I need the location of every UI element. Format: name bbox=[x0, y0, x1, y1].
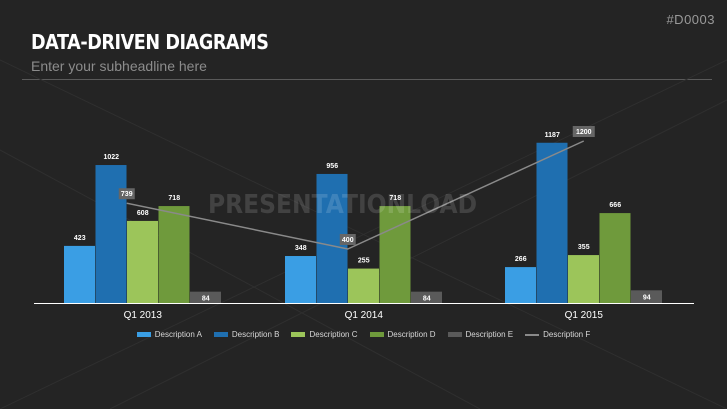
x-tick-label: Q1 2013 bbox=[124, 310, 163, 321]
bar-description-c-1 bbox=[348, 268, 379, 303]
data-label: 94 bbox=[643, 295, 651, 302]
bars-group bbox=[64, 142, 662, 303]
page-subtitle: Enter your subheadline here bbox=[31, 58, 207, 74]
legend-label: Description D bbox=[387, 330, 436, 339]
data-label: 718 bbox=[168, 195, 180, 202]
legend-label: Description F bbox=[543, 330, 591, 339]
data-label: 1187 bbox=[545, 132, 560, 139]
legend-swatch bbox=[136, 332, 151, 337]
line-series-group: 739 400 1200 bbox=[118, 126, 595, 250]
legend-swatch bbox=[291, 332, 306, 337]
legend-item: Description A bbox=[136, 330, 202, 339]
bar-description-e-2 bbox=[631, 290, 662, 303]
bar-description-d-0 bbox=[158, 206, 190, 303]
line-data-label: 739 bbox=[121, 191, 133, 198]
legend-item: Description C bbox=[291, 330, 358, 339]
data-label: 718 bbox=[389, 195, 401, 202]
data-label: 355 bbox=[578, 244, 590, 251]
legend-swatch bbox=[369, 332, 384, 337]
bar-description-e-0 bbox=[190, 291, 221, 303]
data-label: 608 bbox=[137, 210, 149, 217]
x-axis: Q1 2013 Q1 2014 Q1 2015 bbox=[34, 303, 694, 321]
legend-item: Description D bbox=[369, 330, 436, 339]
data-label: 348 bbox=[295, 245, 307, 252]
line-data-label: 400 bbox=[342, 237, 354, 244]
bar-description-a-1 bbox=[285, 256, 316, 303]
x-tick-label: Q1 2015 bbox=[565, 310, 604, 321]
bar-description-b-0 bbox=[95, 165, 127, 303]
legend-label: Description E bbox=[465, 330, 514, 339]
bar-description-b-2 bbox=[536, 142, 568, 303]
data-label: 956 bbox=[326, 163, 338, 170]
data-label: 255 bbox=[358, 258, 370, 265]
legend-item: Description B bbox=[213, 330, 280, 339]
chart-legend: Description A Description B Description C D… bbox=[0, 330, 727, 339]
bar-description-c-0 bbox=[127, 220, 158, 303]
legend-label: Description B bbox=[231, 330, 280, 339]
data-label: 84 bbox=[202, 295, 210, 302]
decor-line-1 bbox=[0, 59, 727, 409]
legend-item: Description F bbox=[525, 330, 590, 339]
background-decor-lines bbox=[0, 59, 727, 409]
data-label: 666 bbox=[609, 202, 621, 209]
decor-line-2 bbox=[109, 99, 727, 409]
bar-description-c-2 bbox=[568, 255, 599, 303]
data-label: 84 bbox=[423, 295, 431, 302]
legend-swatch bbox=[213, 332, 228, 337]
legend-swatch bbox=[525, 333, 540, 336]
data-label: 1022 bbox=[103, 154, 119, 161]
data-labels-group: 423 1022 608 718 84 348 956 255 718 84 266 1187 355 6… bbox=[74, 132, 651, 303]
decor-line-3 bbox=[0, 149, 481, 409]
bar-description-e-1 bbox=[411, 291, 442, 303]
data-label: 423 bbox=[74, 235, 86, 242]
line-series-description-f bbox=[126, 140, 585, 250]
legend-label: Description A bbox=[154, 330, 202, 339]
title-divider bbox=[22, 79, 712, 80]
bar-description-d-1 bbox=[379, 206, 411, 303]
legend-swatch bbox=[447, 332, 462, 337]
data-label: 266 bbox=[515, 256, 527, 263]
line-marker bbox=[118, 188, 135, 200]
legend-label: Description C bbox=[309, 330, 358, 339]
bar-description-a-2 bbox=[505, 267, 536, 303]
x-tick-label: Q1 2014 bbox=[345, 310, 384, 321]
line-marker bbox=[572, 126, 595, 137]
legend-item: Description E bbox=[447, 330, 514, 339]
bar-description-d-2 bbox=[599, 213, 631, 303]
bar-description-a-0 bbox=[64, 245, 95, 303]
slide-id: #D0003 bbox=[666, 12, 715, 27]
page-title: DATA-DRIVEN DIAGRAMS bbox=[31, 30, 269, 54]
line-data-label: 1200 bbox=[576, 129, 592, 136]
line-marker bbox=[339, 234, 356, 245]
